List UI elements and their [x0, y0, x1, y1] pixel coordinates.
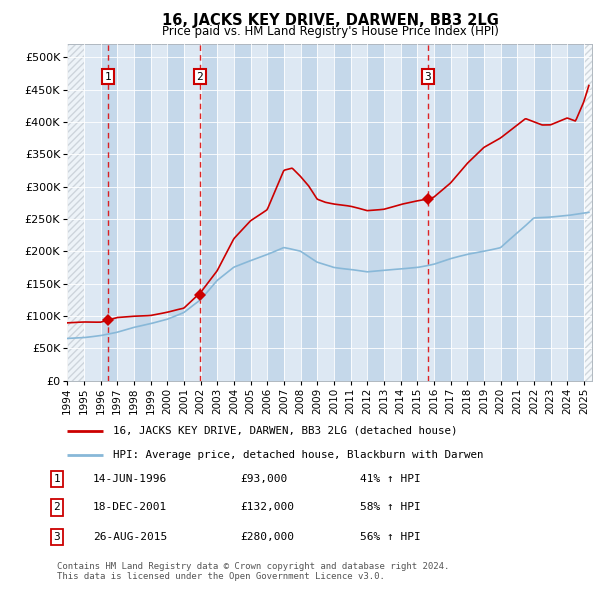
Text: £132,000: £132,000 [240, 503, 294, 512]
Bar [467, 44, 484, 381]
Bar [67, 44, 84, 381]
Bar [584, 44, 592, 381]
Text: 1: 1 [104, 71, 112, 81]
Text: 26-AUG-2015: 26-AUG-2015 [93, 532, 167, 542]
Bar [534, 44, 551, 381]
Bar [200, 44, 217, 381]
Bar [267, 44, 284, 381]
Text: 1: 1 [53, 474, 61, 484]
Bar [101, 44, 117, 381]
Text: Price paid vs. HM Land Registry's House Price Index (HPI): Price paid vs. HM Land Registry's House … [161, 25, 499, 38]
Bar [67, 44, 84, 381]
Text: 2: 2 [196, 71, 203, 81]
Text: £280,000: £280,000 [240, 532, 294, 542]
Bar [167, 44, 184, 381]
Bar [434, 44, 451, 381]
Text: 58% ↑ HPI: 58% ↑ HPI [360, 503, 421, 512]
Text: Contains HM Land Registry data © Crown copyright and database right 2024.
This d: Contains HM Land Registry data © Crown c… [57, 562, 449, 581]
Bar [567, 44, 584, 381]
Bar [500, 44, 517, 381]
Text: 2: 2 [53, 503, 61, 512]
Text: 16, JACKS KEY DRIVE, DARWEN, BB3 2LG (detached house): 16, JACKS KEY DRIVE, DARWEN, BB3 2LG (de… [113, 425, 458, 435]
Text: HPI: Average price, detached house, Blackburn with Darwen: HPI: Average price, detached house, Blac… [113, 450, 484, 460]
Bar [301, 44, 317, 381]
Bar [367, 44, 384, 381]
Bar [134, 44, 151, 381]
Text: 41% ↑ HPI: 41% ↑ HPI [360, 474, 421, 484]
Bar [401, 44, 417, 381]
Text: 18-DEC-2001: 18-DEC-2001 [93, 503, 167, 512]
Text: 3: 3 [425, 71, 431, 81]
Text: 14-JUN-1996: 14-JUN-1996 [93, 474, 167, 484]
Text: 3: 3 [53, 532, 61, 542]
Bar [234, 44, 251, 381]
Text: £93,000: £93,000 [240, 474, 287, 484]
Text: 16, JACKS KEY DRIVE, DARWEN, BB3 2LG: 16, JACKS KEY DRIVE, DARWEN, BB3 2LG [161, 13, 499, 28]
Bar [334, 44, 350, 381]
Text: 56% ↑ HPI: 56% ↑ HPI [360, 532, 421, 542]
